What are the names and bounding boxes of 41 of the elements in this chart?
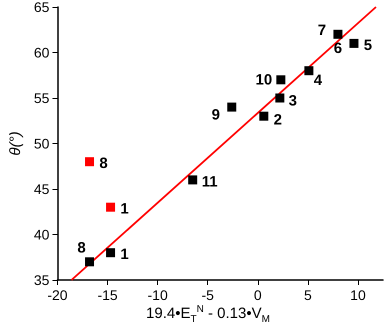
- y-tick-label: 45: [34, 181, 50, 197]
- point: [259, 112, 268, 121]
- y-tick-label: 65: [34, 0, 50, 15]
- y-axis-title: θ(°): [7, 131, 24, 156]
- point: [276, 75, 286, 84]
- point: [349, 38, 358, 48]
- annotation: 1: [120, 200, 129, 218]
- y-tick-label: 40: [34, 226, 50, 242]
- annotation: 4: [314, 72, 323, 90]
- y-tick-label: 55: [34, 90, 50, 106]
- x-tick-label: -15: [97, 287, 118, 303]
- y-tick-label: 35: [34, 272, 50, 288]
- annotation: 8: [77, 239, 86, 256]
- annotation: 9: [212, 106, 220, 124]
- x-tick-label: -5: [201, 287, 214, 303]
- point: [333, 30, 342, 39]
- x-tick-label: -10: [148, 287, 168, 303]
- annotation: 2: [274, 112, 282, 129]
- x-tick-label: 0: [254, 287, 262, 303]
- annotation: 11: [202, 173, 218, 190]
- point: [85, 257, 94, 266]
- point: [227, 102, 236, 112]
- x-tick-label: -20: [47, 287, 68, 303]
- point: [275, 94, 284, 102]
- x-tick-label: 5: [304, 287, 312, 303]
- point: [106, 202, 116, 212]
- annotation: 8: [99, 155, 108, 172]
- annotation: 7: [318, 22, 326, 39]
- point: [85, 157, 94, 166]
- point: [188, 175, 198, 184]
- point: [304, 66, 314, 76]
- x-tick-label: 10: [350, 287, 366, 303]
- annotation: 3: [288, 92, 298, 110]
- annotation: 10: [255, 71, 272, 88]
- y-tick-label: 50: [34, 136, 50, 152]
- annotation: 6: [334, 40, 342, 57]
- annotation: 1: [120, 246, 129, 264]
- x-axis-title: 19.4•E$_{T}$$^{N}$ - 0.13•V$_{M}$: [145, 304, 271, 325]
- y-tick-label: 60: [34, 44, 50, 60]
- point: [106, 248, 116, 258]
- annotation: 5: [364, 36, 372, 54]
